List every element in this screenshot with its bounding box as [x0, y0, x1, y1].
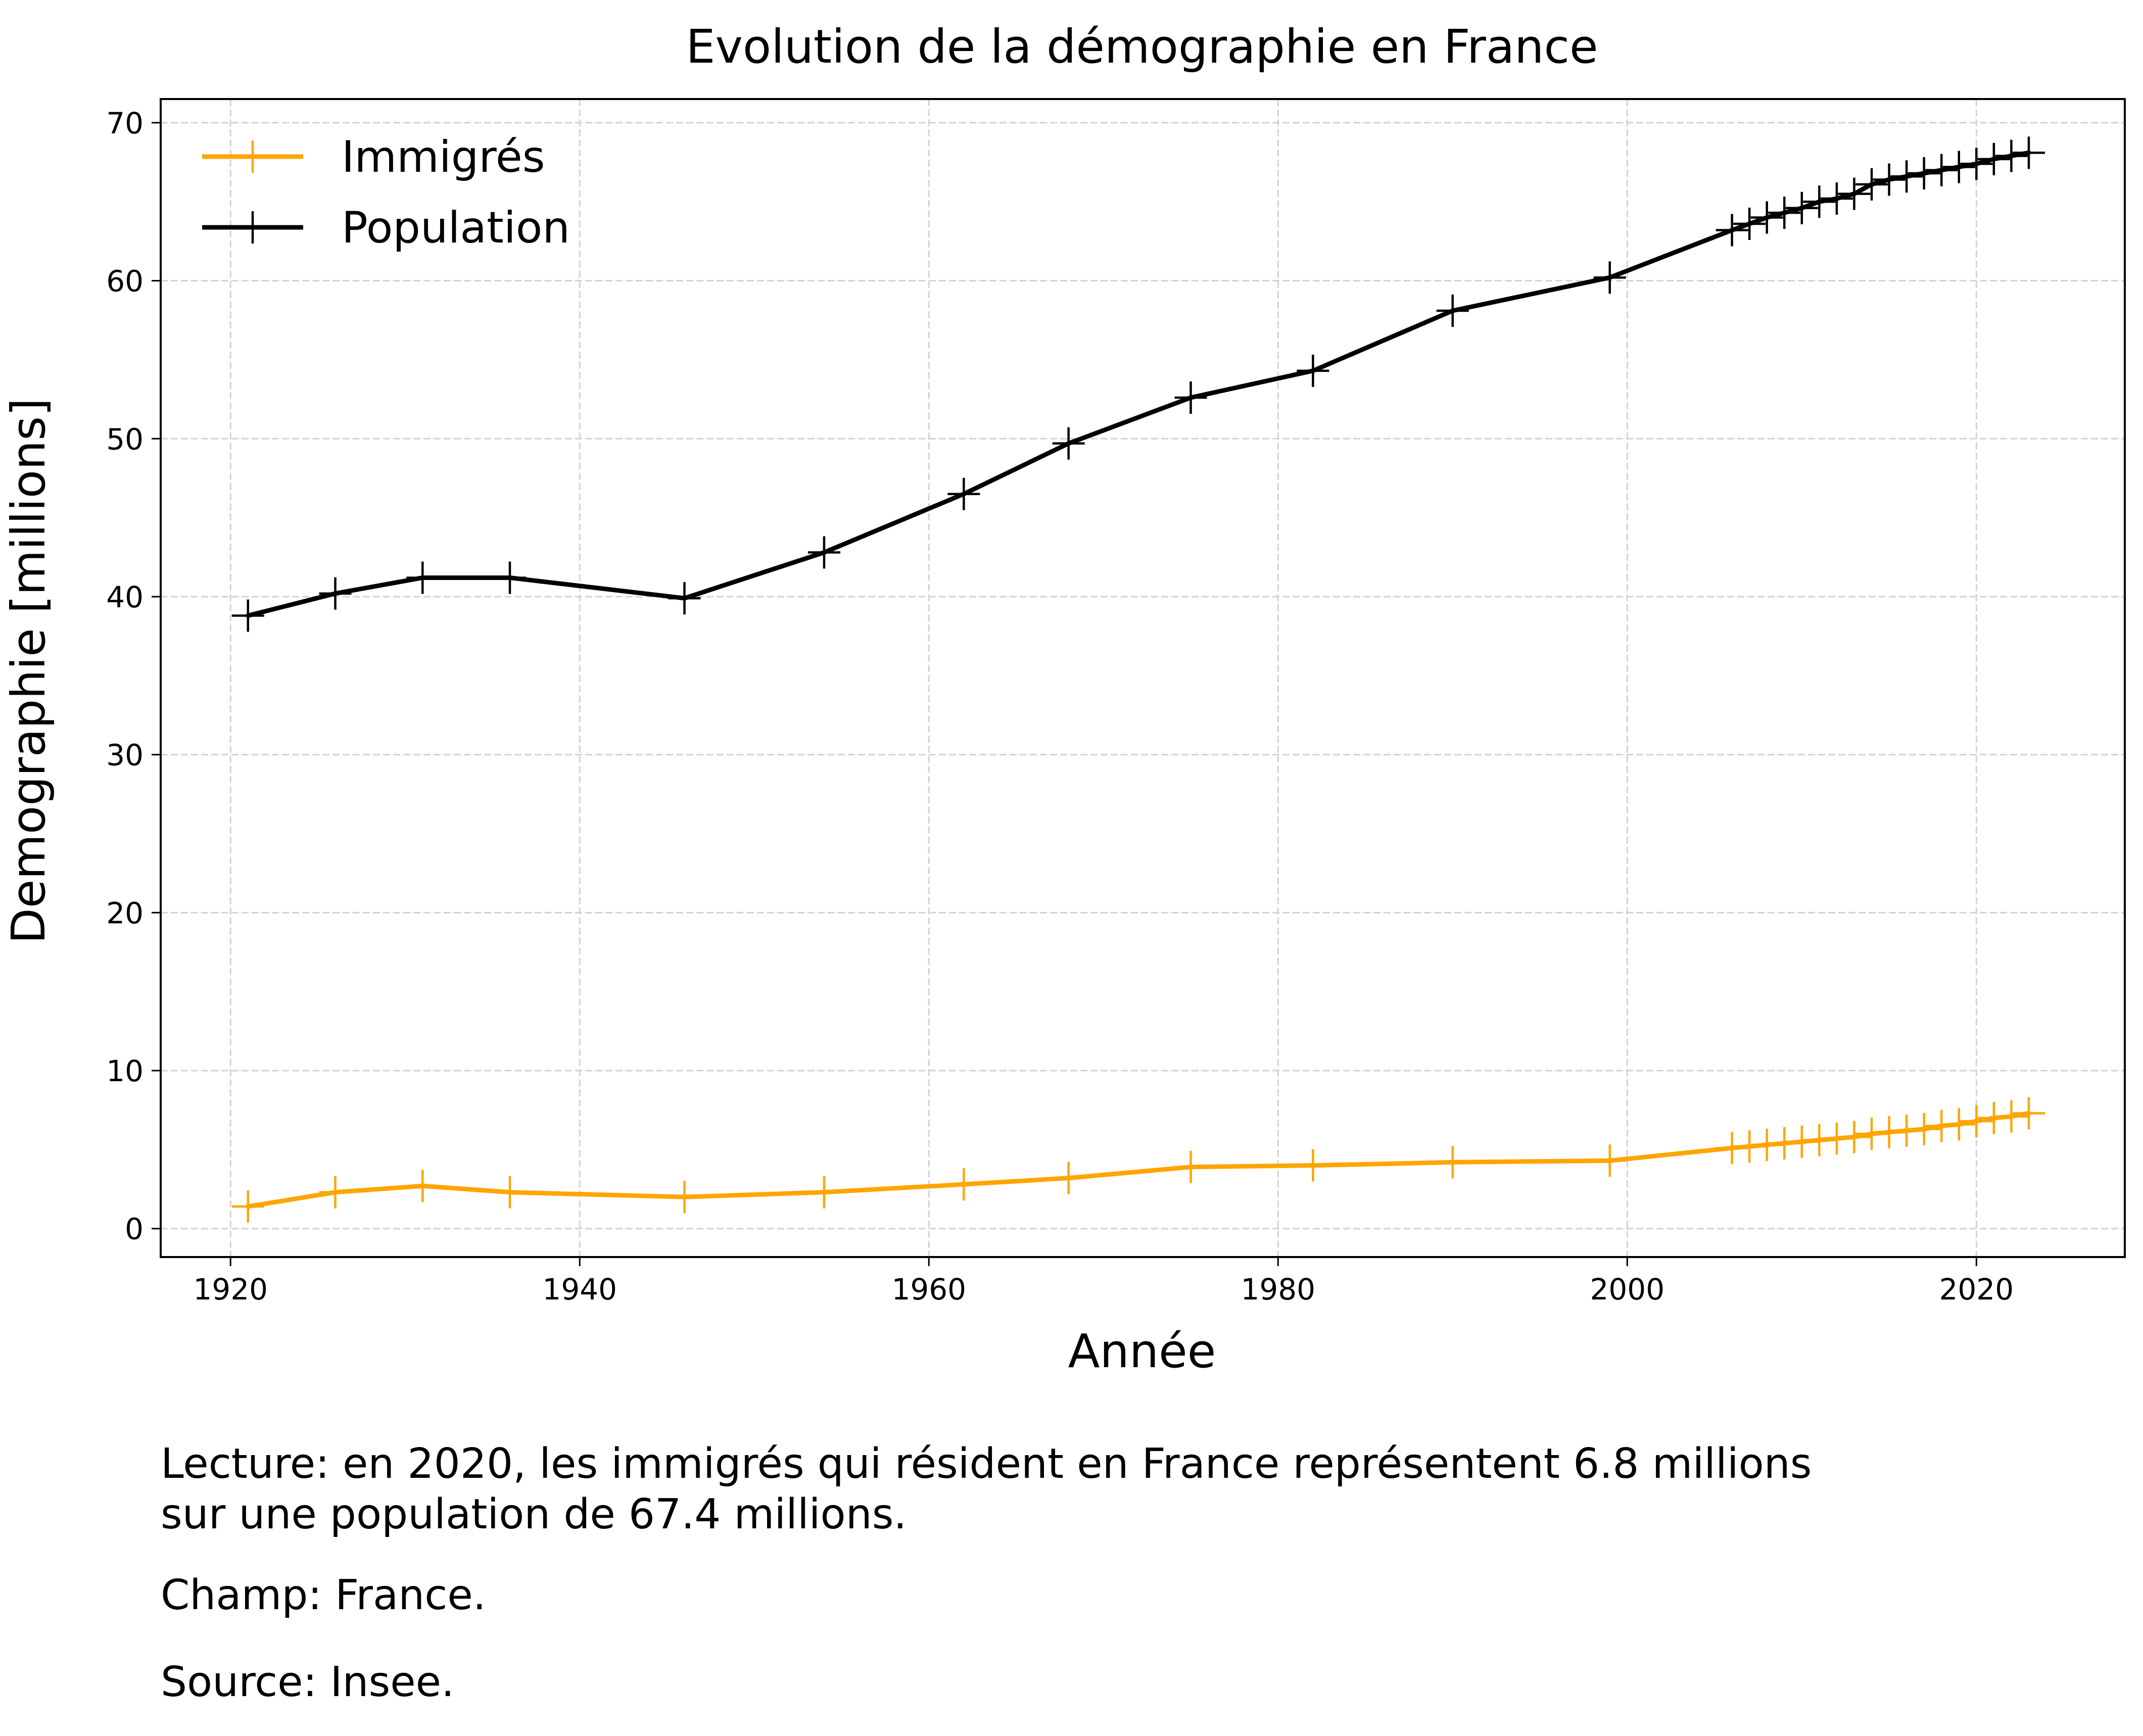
data-point-immigr-s	[494, 1176, 527, 1209]
data-point-immigr-s	[1716, 1132, 1748, 1165]
y-axis-label: Demographie [millions]	[2, 398, 56, 944]
x-tick-label: 1980	[1241, 1272, 1315, 1307]
legend-label-population: Population	[342, 203, 570, 253]
data-point-immigr-s	[1890, 1114, 1923, 1147]
y-tick-label: 40	[106, 580, 144, 614]
data-point-population	[1297, 354, 1329, 387]
data-point-population	[494, 561, 527, 594]
data-point-immigr-s	[1768, 1127, 1801, 1160]
x-tick-label: 2000	[1590, 1272, 1664, 1307]
data-point-immigr-s	[947, 1168, 980, 1201]
data-point-population	[1733, 208, 1766, 240]
data-point-immigr-s	[1820, 1122, 1853, 1155]
data-point-population	[1855, 168, 1888, 201]
y-tick-label: 0	[125, 1212, 144, 1246]
data-point-immigr-s	[2012, 1097, 2045, 1130]
legend-label-immigr-s: Immigrés	[342, 132, 545, 182]
x-axis-label: Année	[1068, 1324, 1216, 1378]
legend: Immigrés Population	[202, 132, 570, 253]
data-point-immigr-s	[1995, 1100, 2028, 1133]
data-point-immigr-s	[1174, 1150, 1207, 1183]
note-champ: Champ: France.	[161, 1571, 486, 1619]
data-point-immigr-s	[1942, 1108, 1975, 1141]
data-point-immigr-s	[1908, 1113, 1940, 1145]
data-point-immigr-s	[1977, 1101, 2010, 1134]
data-point-immigr-s	[1436, 1146, 1469, 1179]
data-point-population	[319, 577, 352, 610]
data-point-population	[1436, 295, 1469, 327]
data-point-population	[947, 477, 980, 510]
note-source: Source: Insee.	[161, 1658, 455, 1706]
data-point-immigr-s	[1750, 1128, 1783, 1161]
data-point-population	[1838, 177, 1871, 210]
series-layer	[231, 136, 2045, 1223]
x-tick-label: 1960	[891, 1272, 966, 1307]
data-point-population	[1768, 197, 1801, 229]
data-point-population	[406, 561, 439, 594]
legend-marker-immigr-s	[236, 140, 269, 173]
data-point-population	[1803, 185, 1836, 218]
data-point-immigr-s	[1855, 1118, 1888, 1150]
data-point-immigr-s	[406, 1170, 439, 1202]
data-point-immigr-s	[1297, 1149, 1329, 1182]
plot-frame	[160, 98, 2126, 1258]
data-point-immigr-s	[1733, 1130, 1766, 1163]
data-point-population	[807, 536, 840, 569]
note-lecture: Lecture: en 2020, les immigrés qui résid…	[161, 1440, 1812, 1538]
data-point-immigr-s	[1803, 1124, 1836, 1156]
data-point-population	[1977, 142, 2010, 175]
data-point-immigr-s	[1593, 1144, 1626, 1177]
legend-item-population: Population	[202, 203, 570, 253]
data-point-immigr-s	[1052, 1162, 1085, 1194]
data-point-population	[1716, 214, 1748, 247]
data-point-immigr-s	[1925, 1110, 1958, 1142]
y-tick-label: 60	[106, 264, 144, 299]
data-point-population	[231, 599, 264, 632]
data-point-immigr-s	[668, 1181, 701, 1214]
data-point-population	[1925, 154, 1958, 186]
data-point-population	[668, 582, 701, 615]
chart: 1920 1940 1960 1980 2000 2020010203040506070 …	[2, 20, 2126, 1378]
data-point-population	[1174, 381, 1207, 414]
data-point-immigr-s	[1873, 1116, 1906, 1148]
x-tick-label: 2020	[1939, 1272, 2014, 1307]
x-tick-label: 1940	[542, 1272, 617, 1307]
data-point-population	[1873, 163, 1906, 196]
y-tick-label: 50	[106, 422, 144, 456]
y-tick-label: 70	[106, 106, 144, 140]
data-point-immigr-s	[1838, 1121, 1871, 1153]
data-point-immigr-s	[231, 1190, 264, 1223]
legend-marker-population	[236, 211, 269, 244]
x-tick-label: 1920	[193, 1272, 268, 1307]
y-tick-label: 30	[106, 738, 144, 773]
data-point-population	[1820, 182, 1853, 215]
data-point-immigr-s	[1785, 1125, 1818, 1158]
data-point-population	[1890, 160, 1923, 193]
y-tick-label: 10	[106, 1054, 144, 1088]
legend-item-immigr-s: Immigrés	[202, 132, 545, 182]
axes: 1920 1940 1960 1980 2000 2020 0 10 20 30 40 50 60 70	[106, 106, 2014, 1307]
data-point-population	[1942, 151, 1975, 183]
data-point-immigr-s	[1960, 1105, 1993, 1138]
data-point-population	[1995, 139, 2028, 172]
data-point-population	[1593, 261, 1626, 294]
chart-title: Evolution de la démographie en France	[686, 20, 1598, 74]
y-tick-label: 20	[106, 896, 144, 930]
grid	[161, 99, 2125, 1257]
data-point-population	[1960, 148, 1993, 180]
data-point-population	[1908, 157, 1940, 189]
data-point-population	[2012, 136, 2045, 169]
data-point-population	[1750, 201, 1783, 234]
data-point-population	[1052, 427, 1085, 460]
data-point-immigr-s	[807, 1176, 840, 1209]
data-point-immigr-s	[319, 1176, 352, 1209]
data-point-population	[1785, 191, 1818, 224]
